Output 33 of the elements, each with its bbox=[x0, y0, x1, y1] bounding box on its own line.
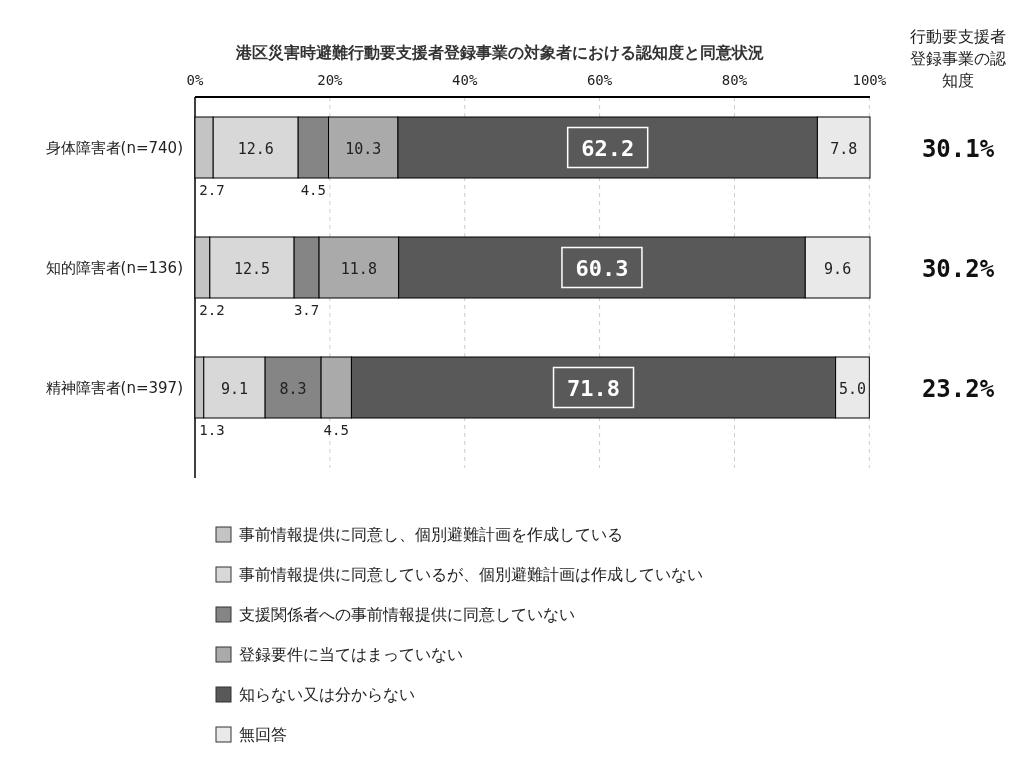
x-tick-label: 20% bbox=[317, 72, 344, 88]
y-tick-label: 知的障害者(n=136) bbox=[45, 258, 183, 277]
data-label: 4.5 bbox=[300, 182, 326, 198]
data-label: 8.3 bbox=[279, 379, 307, 398]
y-tick-label: 精神障害者(n=397) bbox=[45, 378, 183, 397]
x-tick-label: 40% bbox=[452, 72, 478, 88]
text: 23.2% bbox=[921, 374, 995, 403]
data-label: 12.6 bbox=[237, 139, 274, 158]
data-label: 7.8 bbox=[830, 139, 858, 158]
legend-label: 無回答 bbox=[239, 725, 287, 744]
data-label: 12.5 bbox=[233, 259, 271, 278]
x-tick-label: 60% bbox=[586, 72, 613, 88]
text: 行動要支援者登録事業の認知度 bbox=[909, 26, 1007, 92]
data-label: 2.7 bbox=[199, 182, 225, 198]
y-tick-label: 身体障害者(n=740) bbox=[45, 138, 183, 157]
x-tick-label: 100% bbox=[852, 72, 887, 88]
data-label: 62.2 bbox=[581, 135, 635, 161]
x-tick-label: 80% bbox=[721, 72, 748, 88]
data-label: 5.0 bbox=[838, 379, 867, 398]
data-label: 2.2 bbox=[199, 302, 225, 318]
data-label: 1.3 bbox=[199, 422, 225, 438]
chart-title: 港区災害時避難行動要支援者登録事業の対象者における認知度と同意状況 bbox=[235, 43, 764, 62]
text: 30.2% bbox=[921, 254, 995, 283]
data-label: 9.1 bbox=[220, 379, 248, 398]
data-label: 3.7 bbox=[293, 302, 320, 318]
data-label: 10.3 bbox=[345, 139, 382, 158]
x-tick-label: 0% bbox=[186, 72, 204, 88]
data-label: 60.3 bbox=[575, 255, 629, 281]
data-label: 4.5 bbox=[323, 422, 349, 438]
data-label: 9.6 bbox=[824, 259, 852, 278]
text: 30.1% bbox=[921, 134, 995, 163]
data-label: 11.8 bbox=[340, 259, 377, 278]
data-label: 71.8 bbox=[567, 375, 621, 401]
